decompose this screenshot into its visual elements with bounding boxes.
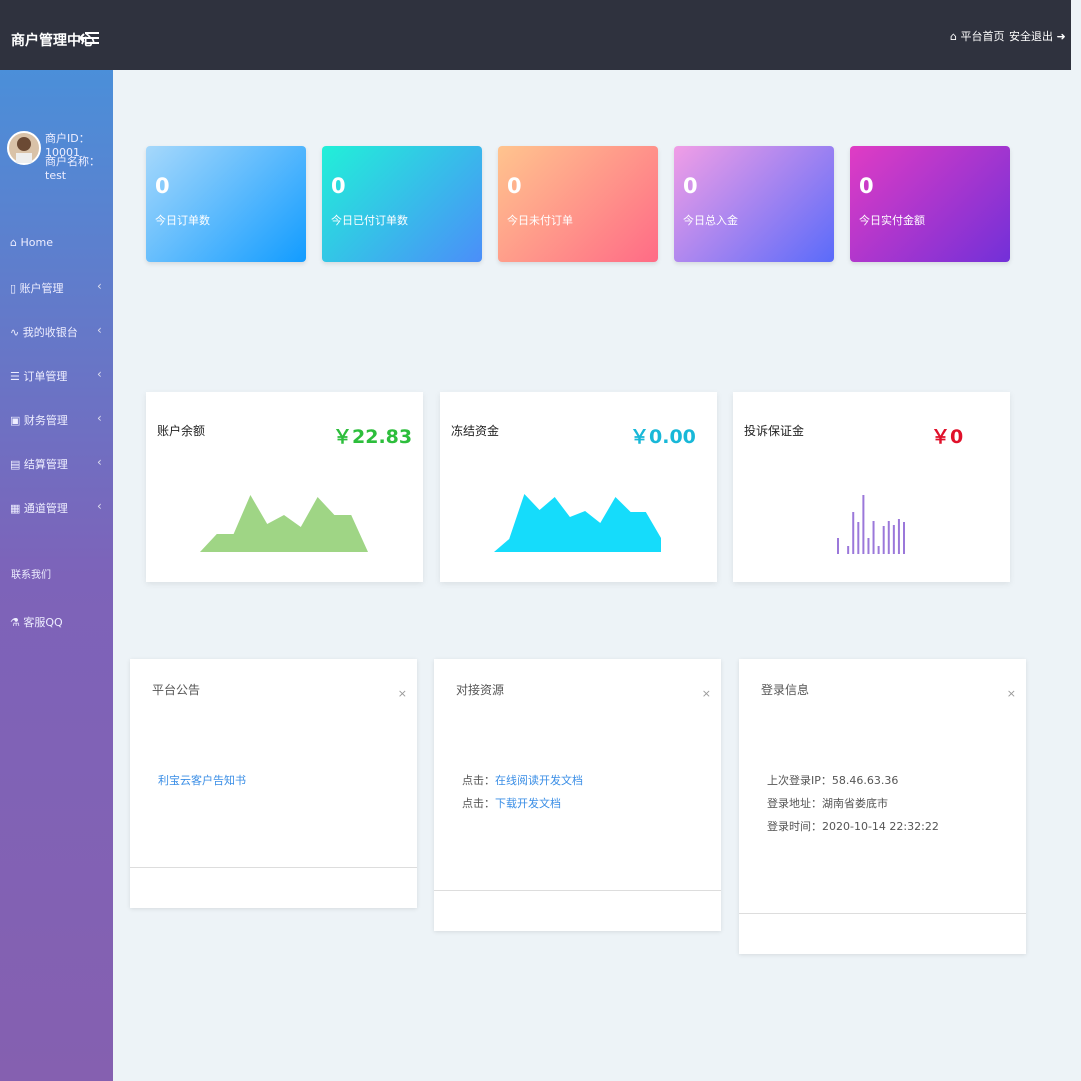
user-id: 商户ID：10001 <box>45 132 90 159</box>
balance-amount: ￥0 <box>931 426 964 448</box>
menu-item[interactable]: ⌂ Home <box>10 236 53 249</box>
menu-text[interactable]: 财务管理 <box>23 414 68 427</box>
doc-row: 点击：在线阅读开发文档 <box>462 772 583 788</box>
bar <box>877 546 880 554</box>
balance-card: 账户余额 ￥22.83 <box>146 392 423 582</box>
sidebar: 商户ID：10001 商户名称：test 联系我们 ⚗ 客服QQ ⌂ Home ▯… <box>0 70 113 1081</box>
stat-value: 0 <box>859 174 874 198</box>
bar <box>867 538 870 554</box>
stat-value: 0 <box>155 174 170 198</box>
menu-text[interactable]: 我的收银台 <box>22 326 78 339</box>
menu-text[interactable]: 账户管理 <box>19 282 64 295</box>
stat-card: 0 今日订单数 <box>146 146 306 262</box>
bar <box>847 546 850 554</box>
panel: 平台公告 × 利宝云客户告知书 <box>130 659 417 908</box>
contact-qq[interactable]: ⚗ 客服QQ <box>10 616 63 629</box>
balance-label: 账户余额 <box>157 424 206 438</box>
stat-value: 0 <box>507 174 522 198</box>
home-link[interactable]: ⌂ 平台首页 <box>950 30 1005 43</box>
login-time: 登录时间：2020-10-14 22:32:22 <box>767 820 939 833</box>
menu-arrow[interactable]: ‹ <box>97 455 102 469</box>
stat-card: 0 今日实付金额 <box>850 146 1010 262</box>
menu-arrow[interactable]: ‹ <box>97 367 102 381</box>
doc-link[interactable]: 在线阅读开发文档 <box>495 774 583 787</box>
bar <box>862 495 865 554</box>
menu-arrow[interactable]: ‹ <box>97 411 102 425</box>
panel-title: 登录信息 <box>761 683 810 697</box>
logout-link[interactable]: 安全退出 ➜ <box>1009 30 1066 43</box>
bar <box>872 521 875 554</box>
bar <box>837 538 839 554</box>
panel: 登录信息 × 上次登录IP：58.46.63.36 登录地址：湖南省娄底市 登录… <box>739 659 1026 954</box>
menu-text[interactable]: 通道管理 <box>23 502 68 515</box>
home-text[interactable]: 平台首页 <box>960 30 1005 43</box>
area <box>494 494 661 552</box>
prefix: 点击： <box>462 797 495 810</box>
doc-link[interactable]: 下载开发文档 <box>495 797 561 810</box>
menu-arrow[interactable]: ‹ <box>97 279 102 293</box>
balance-amount: ￥22.83 <box>333 426 413 448</box>
panel: 对接资源 × 点击：在线阅读开发文档 点击：下载开发文档 <box>434 659 721 931</box>
prefix: 点击： <box>462 774 495 787</box>
app-title: 商户管理中心 <box>11 33 95 49</box>
sparkline <box>200 495 368 552</box>
menu-arrow[interactable]: ‹ <box>97 499 102 513</box>
menu-item[interactable]: ▯ 账户管理 <box>10 282 64 295</box>
panel-title: 对接资源 <box>456 683 505 697</box>
bar <box>903 522 905 554</box>
balance-label: 冻结资金 <box>451 424 500 438</box>
login-ip: 上次登录IP：58.46.63.36 <box>767 774 899 787</box>
avatar <box>7 131 41 165</box>
stat-label: 今日已付订单数 <box>331 214 408 227</box>
user-name: 商户名称：test <box>45 155 100 182</box>
login-location: 登录地址：湖南省娄底市 <box>767 797 888 810</box>
stat-card: 0 今日已付订单数 <box>322 146 482 262</box>
panel-footer <box>739 913 1026 954</box>
doc-row: 点击：下载开发文档 <box>462 795 561 811</box>
stat-label: 今日总入金 <box>683 214 738 227</box>
logout-text[interactable]: 安全退出 <box>1009 30 1053 43</box>
bar <box>852 512 855 554</box>
stat-label: 今日订单数 <box>155 214 210 227</box>
stat-label: 今日实付金额 <box>859 214 925 227</box>
balance-card: 投诉保证金 ￥0 <box>733 392 1010 582</box>
bar <box>882 526 885 554</box>
stat-value: 0 <box>331 174 346 198</box>
stat-card: 0 今日未付订单 <box>498 146 658 262</box>
contact-title: 联系我们 <box>11 570 51 581</box>
bar <box>892 525 895 554</box>
contact-qq-text[interactable]: 客服QQ <box>23 616 63 629</box>
stat-value: 0 <box>683 174 698 198</box>
stat-card: 0 今日总入金 <box>674 146 834 262</box>
top-bar: 商户管理中心 ⌂ 平台首页 安全退出 ➜ <box>0 0 1071 70</box>
bar <box>857 522 860 554</box>
sparkline <box>494 494 661 552</box>
bar <box>897 519 900 554</box>
sparkline <box>837 495 905 554</box>
menu-item[interactable]: ▣ 财务管理 <box>10 414 68 427</box>
bar <box>887 521 890 554</box>
panel-footer <box>130 867 417 908</box>
area <box>200 495 368 552</box>
menu-text[interactable]: 结算管理 <box>23 458 68 471</box>
panel-title: 平台公告 <box>152 683 201 697</box>
menu-item[interactable]: ☰ 订单管理 <box>10 370 68 383</box>
close-button[interactable]: × <box>1006 687 1016 700</box>
menu-text[interactable]: 订单管理 <box>23 370 68 383</box>
menu-toggle[interactable] <box>79 30 101 46</box>
menu-item[interactable]: ▤ 结算管理 <box>10 458 68 471</box>
stat-label: 今日未付订单 <box>507 214 573 227</box>
close-button[interactable]: × <box>397 687 407 700</box>
menu-text[interactable]: Home <box>20 236 53 249</box>
close-button[interactable]: × <box>701 687 711 700</box>
balance-amount: ￥0.00 <box>630 426 696 448</box>
panel-footer <box>434 890 721 931</box>
menu-arrow[interactable]: ‹ <box>97 323 102 337</box>
menu-item[interactable]: ▦ 通道管理 <box>10 502 68 515</box>
menu-item[interactable]: ∿ 我的收银台 <box>10 326 78 339</box>
balance-card: 冻结资金 ￥0.00 <box>440 392 717 582</box>
balance-label: 投诉保证金 <box>744 424 805 438</box>
notice-link[interactable]: 利宝云客户告知书 <box>158 774 246 787</box>
